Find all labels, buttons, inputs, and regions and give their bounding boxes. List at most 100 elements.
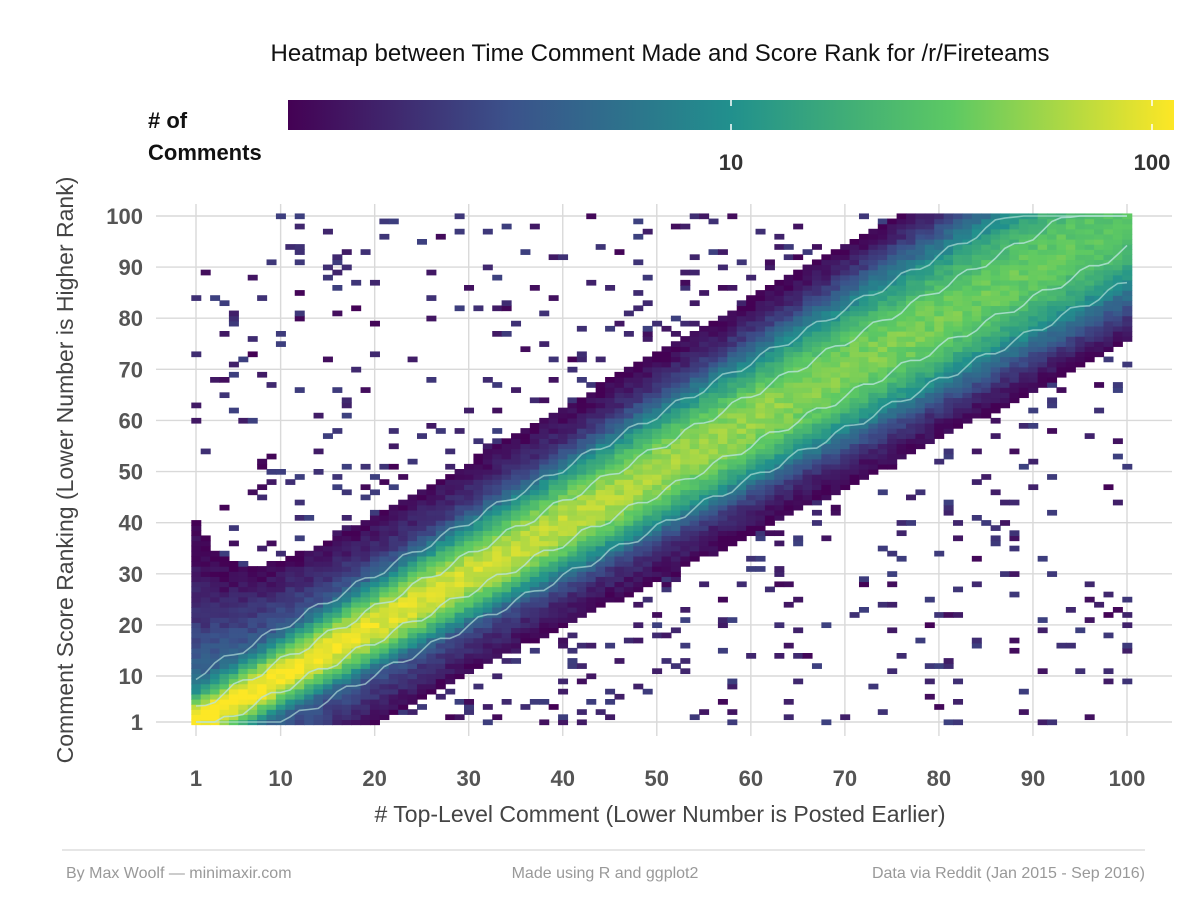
heatmap-cell [868,392,879,399]
heatmap-cell [614,576,625,583]
heatmap-cell [379,463,390,470]
heatmap-cell [849,244,860,250]
heatmap-cell [633,561,644,567]
heatmap-cell [830,377,841,383]
heatmap-cell [840,377,851,383]
heatmap-cell [435,653,446,659]
heatmap-cell [906,366,917,373]
heatmap-cell [811,274,822,281]
heatmap-cell [1103,315,1114,322]
heatmap-cell [1018,285,1029,291]
heatmap-cell [849,407,860,414]
heatmap-cell [934,239,945,245]
heatmap-cell [717,540,728,547]
heatmap-cell [793,474,804,480]
heatmap-cell [887,387,898,393]
heatmap-cell [877,428,888,434]
heatmap-cell [605,586,616,593]
heatmap-cell [398,504,409,511]
heatmap-cell [934,331,945,337]
heatmap-cell [633,443,644,450]
heatmap-cell [473,489,484,496]
heatmap-cell [943,346,954,353]
heatmap-cell [473,520,484,526]
heatmap-cell [266,617,277,623]
heatmap-cell [981,520,992,526]
heatmap-cell [1018,295,1029,301]
heatmap-cell [576,530,587,537]
heatmap-cell [717,331,728,337]
heatmap-cell [586,397,597,404]
heatmap-cell [802,249,813,255]
heatmap-cell [558,550,569,557]
heatmap-cell [830,417,841,424]
heatmap-cell [811,474,822,480]
heatmap-cell [924,663,935,669]
heatmap-cell [1075,285,1086,291]
heatmap-cell [586,392,597,399]
heatmap-cell [774,402,785,409]
heatmap-cell [849,290,860,296]
heatmap-cell [1065,300,1076,307]
heatmap-cell [454,596,465,603]
heatmap-cell [830,489,841,496]
heatmap-cell [511,550,522,557]
heatmap-cell [1122,310,1133,317]
heatmap-cell [680,530,691,537]
heatmap-cell [953,356,964,363]
heatmap-cell [896,392,907,399]
heatmap-cell [708,377,719,383]
heatmap-cell [511,591,522,598]
heatmap-cell [586,458,597,465]
heatmap-cell [953,274,964,281]
heatmap-cell [877,453,888,460]
heatmap-cell [774,290,785,296]
heatmap-cell [322,555,333,562]
heatmap-cell [1056,387,1067,393]
heatmap-cell [849,366,860,373]
heatmap-cell [1075,259,1086,266]
heatmap-cell [971,412,982,419]
heatmap-cell [266,714,277,721]
heatmap-cell [482,264,493,271]
heatmap-cell [953,295,964,301]
heatmap-cell [191,601,202,608]
heatmap-cell [322,673,333,680]
heatmap-cell [764,448,775,455]
heatmap-cell [548,520,559,526]
heatmap-cell [727,356,738,363]
heatmap-cell [981,331,992,337]
heatmap-cell [708,463,719,470]
heatmap-cell [821,535,832,542]
heatmap-cell [1009,249,1020,255]
heatmap-cell [539,525,550,531]
heatmap-cell [1009,336,1020,342]
heatmap-cell [341,581,352,588]
heatmap-cell [501,699,512,705]
heatmap-cell [360,463,371,470]
heatmap-cell [906,412,917,419]
heatmap-cell [520,448,531,455]
heatmap-cell [586,601,597,608]
heatmap-cell [435,545,446,552]
heatmap-cell [1047,331,1058,337]
heatmap-cell [529,550,540,557]
heatmap-cell [934,274,945,281]
heatmap-cell [736,448,747,455]
heatmap-cell [915,433,926,439]
heatmap-cell [670,412,681,419]
heatmap-cell [1075,279,1086,286]
heatmap-cell [943,264,954,271]
heatmap-cell [727,469,738,475]
heatmap-cell [699,366,710,373]
heatmap-cell [482,489,493,496]
heatmap-cell [464,596,475,603]
heatmap-cell [576,525,587,531]
heatmap-cell [811,361,822,368]
heatmap-cell [1000,392,1011,399]
heatmap-cell [482,228,493,235]
heatmap-cell [1000,361,1011,368]
heatmap-cell [699,509,710,516]
heatmap-cell [811,377,822,383]
heatmap-cell [924,356,935,363]
